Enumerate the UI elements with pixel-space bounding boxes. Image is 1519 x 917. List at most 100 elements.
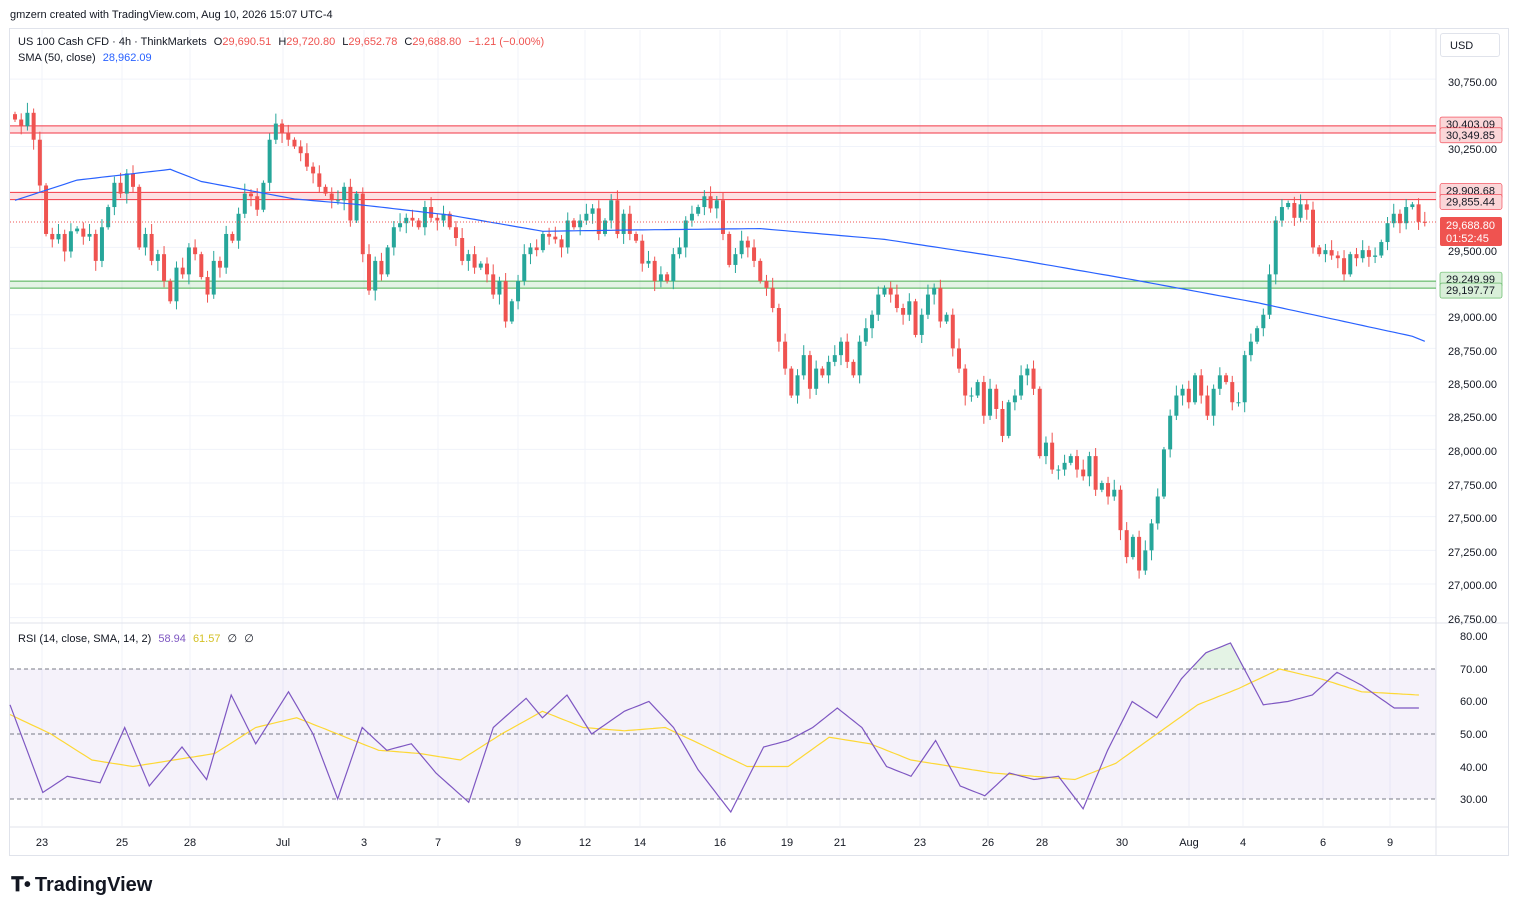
rsi-axis-tick: 70.00 bbox=[1460, 664, 1488, 676]
candle-down bbox=[37, 139, 42, 186]
rsi-axis-tick: 50.00 bbox=[1460, 729, 1488, 741]
zone-resistance bbox=[10, 125, 1436, 134]
candle-up bbox=[1019, 375, 1024, 396]
candle-up bbox=[1379, 242, 1384, 256]
candle-down bbox=[888, 287, 893, 295]
price-axis-tick: 29,500.00 bbox=[1448, 246, 1497, 258]
candle-down bbox=[783, 341, 788, 369]
zone-price-label-bg bbox=[1439, 282, 1503, 299]
candle-down bbox=[894, 294, 899, 309]
candle-down bbox=[789, 368, 794, 396]
zone-price-label: 29,197.77 bbox=[1446, 285, 1495, 297]
candle-down bbox=[217, 260, 222, 268]
candle-up bbox=[373, 260, 378, 291]
currency-selector[interactable]: USD bbox=[1440, 33, 1500, 57]
candle-down bbox=[280, 123, 285, 133]
candle-down bbox=[44, 185, 49, 234]
candle-down bbox=[776, 308, 781, 342]
candle-up bbox=[516, 281, 521, 302]
brand-name: TradingView bbox=[34, 874, 153, 896]
tradingview-logo: 𝐓• TradingView bbox=[11, 874, 152, 897]
candle-up bbox=[603, 220, 607, 234]
created-by-label: gmzern created with TradingView.com, Aug… bbox=[10, 9, 333, 21]
currency-label: USD bbox=[1450, 40, 1474, 52]
time-axis-tick: 12 bbox=[579, 837, 591, 849]
candle-up bbox=[1087, 456, 1092, 477]
candle-down bbox=[547, 233, 552, 237]
candle-down bbox=[1224, 375, 1229, 383]
candle-up bbox=[273, 123, 278, 140]
candle-up bbox=[261, 182, 266, 210]
candle-up bbox=[56, 233, 61, 240]
candle-up bbox=[236, 213, 241, 241]
candle-up bbox=[975, 382, 980, 396]
candle-down bbox=[1106, 483, 1111, 497]
candle-up bbox=[1012, 395, 1017, 403]
chart-frame bbox=[9, 28, 1509, 856]
candle-up bbox=[969, 395, 974, 397]
candle-down bbox=[435, 217, 440, 221]
candle-down bbox=[137, 186, 142, 248]
candle-down bbox=[1124, 530, 1129, 558]
rsi-ma-value: 61.57 bbox=[192, 633, 221, 645]
candle-down bbox=[1329, 250, 1334, 256]
candle-up bbox=[404, 217, 409, 224]
rsi-legend: RSI (14, close, SMA, 14, 2) 58.94 61.57 … bbox=[18, 632, 254, 645]
candle-down bbox=[994, 388, 999, 409]
candle-down bbox=[1397, 213, 1402, 224]
candle-up bbox=[211, 260, 216, 295]
candle-up bbox=[1161, 449, 1166, 497]
candle-up bbox=[689, 213, 694, 221]
candle-up bbox=[1006, 402, 1011, 436]
candle-down bbox=[534, 247, 539, 251]
candle-up bbox=[584, 213, 589, 221]
candle-up bbox=[1043, 442, 1048, 457]
candle-up bbox=[677, 247, 682, 255]
candle-up bbox=[932, 287, 937, 295]
candle-down bbox=[460, 238, 465, 261]
time-axis-tick: 21 bbox=[834, 837, 846, 849]
candle-down bbox=[230, 233, 235, 241]
ohlc-open-label: O bbox=[213, 36, 223, 48]
time-axis-tick: 14 bbox=[634, 837, 646, 849]
na-value-1: ∅ bbox=[227, 633, 238, 645]
time-axis-tick: Jul bbox=[276, 837, 290, 849]
candle-down bbox=[491, 274, 496, 295]
time-axis-tick: 3 bbox=[361, 837, 367, 849]
candle-up bbox=[696, 207, 701, 214]
candle-up bbox=[882, 287, 887, 295]
candle-down bbox=[503, 281, 508, 322]
countdown-label: 01:52:45 bbox=[1446, 233, 1489, 245]
candle-down bbox=[298, 146, 303, 154]
candle-up bbox=[1155, 496, 1160, 524]
ohlc-low: 29,652.78 bbox=[348, 36, 398, 48]
candle-up bbox=[826, 361, 831, 376]
candle-up bbox=[832, 355, 837, 362]
candle-up bbox=[1217, 375, 1222, 389]
candle-down bbox=[472, 254, 477, 268]
candle-up bbox=[1168, 415, 1173, 450]
candle-down bbox=[131, 173, 135, 187]
candle-down bbox=[1031, 368, 1036, 389]
price-axis-tick: 30,250.00 bbox=[1448, 144, 1497, 156]
candle-up bbox=[870, 314, 875, 329]
rsi-band-fill bbox=[10, 669, 1436, 799]
candle-down bbox=[1342, 258, 1347, 275]
candle-down bbox=[19, 119, 24, 127]
rsi-axis-tick: 40.00 bbox=[1460, 762, 1488, 774]
candle-up bbox=[224, 233, 229, 268]
candle-down bbox=[1118, 489, 1123, 531]
candle-down bbox=[596, 208, 601, 234]
zone-price-label: 30,349.85 bbox=[1446, 130, 1495, 142]
candle-up bbox=[385, 247, 390, 275]
candle-up bbox=[143, 233, 148, 248]
candle-up bbox=[714, 200, 719, 209]
candle-down bbox=[1354, 254, 1359, 259]
candle-up bbox=[155, 254, 160, 261]
candle-up bbox=[1255, 328, 1260, 342]
candle-up bbox=[801, 355, 806, 376]
candle-up bbox=[1385, 223, 1390, 243]
candle-up bbox=[335, 200, 340, 202]
rsi-line bbox=[9, 642, 1419, 814]
